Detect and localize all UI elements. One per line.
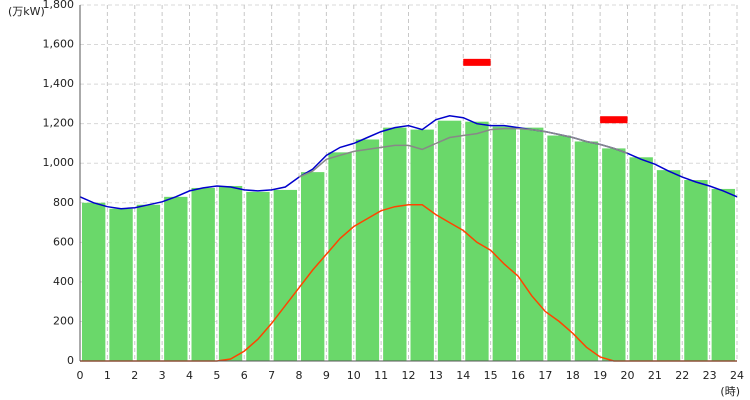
x-tick-label: 15 xyxy=(484,369,498,382)
bar xyxy=(164,196,188,361)
y-tick-label: 1,000 xyxy=(43,156,75,169)
bar xyxy=(246,191,270,361)
bar xyxy=(437,120,462,361)
y-tick-label: 1,600 xyxy=(43,38,75,51)
y-tick-label: 200 xyxy=(53,314,74,327)
bar xyxy=(109,208,133,361)
bar xyxy=(711,188,735,361)
y-tick-label: 1,800 xyxy=(43,0,75,11)
x-unit-label: (時) xyxy=(720,385,740,398)
x-tick-label: 24 xyxy=(730,369,744,382)
x-tick-label: 12 xyxy=(402,369,416,382)
x-tick-label: 23 xyxy=(703,369,717,382)
x-tick-label: 2 xyxy=(131,369,138,382)
x-tick-label: 1 xyxy=(104,369,111,382)
bar xyxy=(273,189,297,361)
y-tick-label: 400 xyxy=(53,275,74,288)
bar xyxy=(520,127,544,361)
y-unit-label: (万kW) xyxy=(8,5,45,18)
bar xyxy=(410,129,434,361)
y-tick-label: 1,200 xyxy=(43,117,75,130)
x-tick-label: 14 xyxy=(456,369,470,382)
y-tick-label: 0 xyxy=(67,354,74,367)
bar xyxy=(602,148,626,361)
bar xyxy=(301,172,325,361)
bar xyxy=(136,204,161,361)
bar xyxy=(355,139,380,361)
x-tick-label: 4 xyxy=(186,369,193,382)
x-tick-label: 5 xyxy=(213,369,220,382)
peak-mark xyxy=(600,116,628,124)
x-tick-label: 16 xyxy=(511,369,525,382)
x-tick-label: 21 xyxy=(648,369,662,382)
bar xyxy=(492,126,516,361)
y-tick-label: 1,400 xyxy=(43,77,75,90)
x-tick-label: 6 xyxy=(241,369,248,382)
line xyxy=(298,127,628,178)
x-tick-label: 9 xyxy=(323,369,330,382)
bar xyxy=(218,185,243,361)
x-tick-label: 7 xyxy=(268,369,275,382)
x-tick-label: 20 xyxy=(621,369,635,382)
y-tick-label: 600 xyxy=(53,235,74,248)
bar xyxy=(574,141,599,361)
bar xyxy=(191,187,215,361)
peak-mark xyxy=(463,58,491,66)
x-tick-label: 3 xyxy=(159,369,166,382)
x-tick-label: 17 xyxy=(538,369,552,382)
x-tick-label: 19 xyxy=(593,369,607,382)
x-tick-label: 10 xyxy=(347,369,361,382)
x-tick-label: 22 xyxy=(675,369,689,382)
bar xyxy=(684,180,708,361)
bar xyxy=(328,152,352,361)
x-tick-label: 18 xyxy=(566,369,580,382)
bar xyxy=(82,202,106,361)
x-tick-label: 13 xyxy=(429,369,443,382)
x-tick-label: 11 xyxy=(374,369,388,382)
x-tick-label: 0 xyxy=(77,369,84,382)
bar xyxy=(547,135,571,361)
x-tick-label: 8 xyxy=(296,369,303,382)
y-tick-label: 800 xyxy=(53,196,74,209)
bar xyxy=(656,170,681,361)
bar xyxy=(629,157,653,361)
bar xyxy=(383,127,407,361)
